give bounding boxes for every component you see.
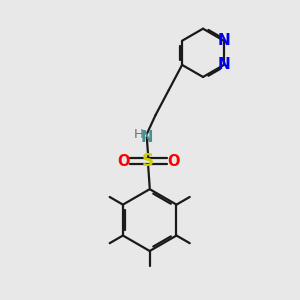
Text: N: N (141, 130, 153, 145)
Text: H: H (134, 128, 143, 141)
Text: O: O (167, 154, 179, 169)
Text: O: O (117, 154, 130, 169)
Text: N: N (218, 33, 230, 48)
Text: S: S (142, 152, 154, 170)
Text: N: N (218, 57, 230, 72)
